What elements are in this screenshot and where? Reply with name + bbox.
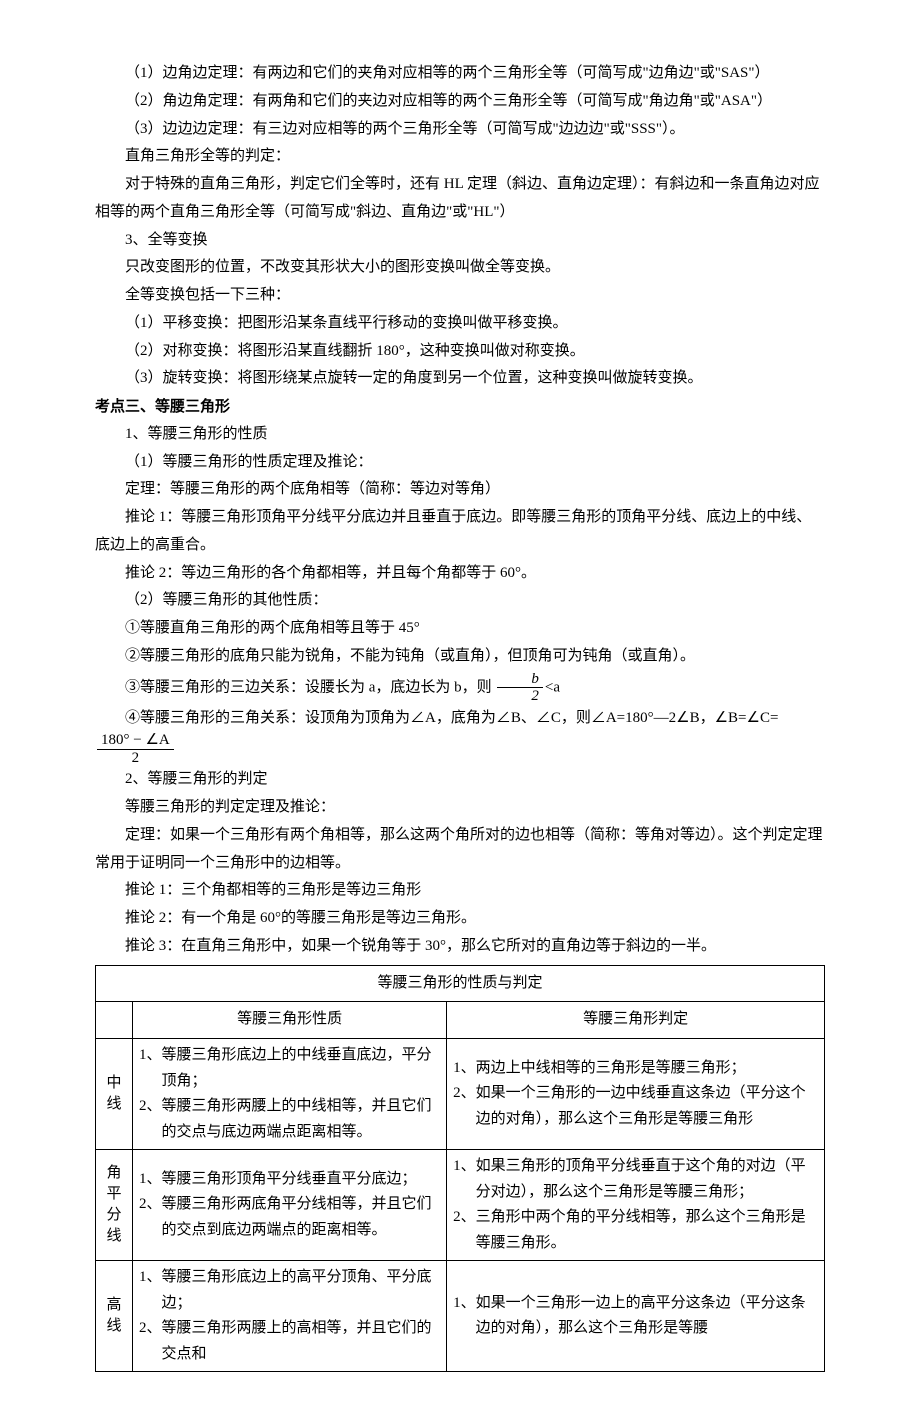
text-line: 推论 1：等腰三角形顶角平分线平分底边并且垂直于底边。即等腰三角形的顶角平分线、… bbox=[95, 504, 825, 560]
text-line: 2、等腰三角形的判定 bbox=[95, 766, 825, 794]
row-label-zhongxian: 中线 bbox=[96, 1039, 133, 1150]
text-line: ②等腰三角形的底角只能为锐角，不能为钝角（或直角），但顶角可为钝角（或直角）。 bbox=[95, 643, 825, 671]
cell-property: 1、等腰三角形顶角平分线垂直平分底边； 2、等腰三角形两底角平分线相等，并且它们… bbox=[133, 1150, 447, 1261]
text-line: （3）边边边定理：有三边对应相等的两个三角形全等（可简写成"边边边"或"SSS"… bbox=[95, 116, 825, 144]
cell-line: 1、等腰三角形底边上的中线垂直底边，平分顶角； bbox=[139, 1043, 440, 1094]
row-label-jiaopingfenxian: 角平分线 bbox=[96, 1150, 133, 1261]
text-line: （3）旋转变换：将图形绕某点旋转一定的角度到另一个位置，这种变换叫做旋转变换。 bbox=[95, 365, 825, 393]
text-line: （2）等腰三角形的其他性质： bbox=[95, 587, 825, 615]
table-row: 中线 1、等腰三角形底边上的中线垂直底边，平分顶角； 2、等腰三角形两腰上的中线… bbox=[96, 1039, 825, 1150]
cell-line: 1、等腰三角形底边上的高平分顶角、平分底边； bbox=[139, 1265, 440, 1316]
table-header-property: 等腰三角形性质 bbox=[133, 1002, 447, 1039]
text-line: 推论 3：在直角三角形中，如果一个锐角等于 30°，那么它所对的直角边等于斜边的… bbox=[95, 933, 825, 961]
text-line: 对于特殊的直角三角形，判定它们全等时，还有 HL 定理（斜边、直角边定理）：有斜… bbox=[95, 171, 825, 227]
table-header-blank bbox=[96, 1002, 133, 1039]
text-line: 推论 1：三个角都相等的三角形是等边三角形 bbox=[95, 877, 825, 905]
table-row: 角平分线 1、等腰三角形顶角平分线垂直平分底边； 2、等腰三角形两底角平分线相等… bbox=[96, 1150, 825, 1261]
table-row: 高线 1、等腰三角形底边上的高平分顶角、平分底边； 2、等腰三角形两腰上的高相等… bbox=[96, 1261, 825, 1372]
text-line: ①等腰直角三角形的两个底角相等且等于 45° bbox=[95, 615, 825, 643]
fraction-denominator: 2 bbox=[497, 688, 543, 705]
cell-judgement: 1、如果一个三角形一边上的高平分这条边（平分这条边的对角），那么这个三角形是等腰 bbox=[447, 1261, 825, 1372]
cell-line: 2、等腰三角形两腰上的高相等，并且它们的交点和 bbox=[139, 1316, 440, 1367]
fraction-denominator: 2 bbox=[97, 750, 174, 767]
text-line: （2）对称变换：将图形沿某直线翻折 180°，这种变换叫做对称变换。 bbox=[95, 338, 825, 366]
text-line: 180° − ∠A 2 bbox=[95, 732, 825, 766]
text-run: 对于特殊的直角三角形，判定它们全等时，还有 HL 定理（斜边、直角边定理）：有斜… bbox=[95, 176, 819, 220]
cell-line: 2、三角形中两个角的平分线相等，那么这个三角形是等腰三角形。 bbox=[453, 1205, 818, 1256]
fraction: b 2 bbox=[497, 671, 543, 705]
text-run: <a bbox=[545, 679, 560, 695]
text-line: 只改变图形的位置，不改变其形状大小的图形变换叫做全等变换。 bbox=[95, 254, 825, 282]
cell-line: 1、等腰三角形顶角平分线垂直平分底边； bbox=[139, 1167, 440, 1193]
text-run: ④等腰三角形的三角关系：设顶角为顶角为∠A，底角为∠B、∠C，则∠A=180°—… bbox=[125, 710, 778, 726]
text-line: 全等变换包括一下三种： bbox=[95, 282, 825, 310]
text-line: ④等腰三角形的三角关系：设顶角为顶角为∠A，底角为∠B、∠C，则∠A=180°—… bbox=[95, 705, 825, 733]
cell-line: 2、等腰三角形两底角平分线相等，并且它们的交点到底边两端点的距离相等。 bbox=[139, 1192, 440, 1243]
text-line: 推论 2：有一个角是 60°的等腰三角形是等边三角形。 bbox=[95, 905, 825, 933]
cell-line: 1、两边上中线相等的三角形是等腰三角形； bbox=[453, 1056, 818, 1082]
cell-judgement: 1、如果三角形的顶角平分线垂直于这个角的对边（平分对边），那么这个三角形是等腰三… bbox=[447, 1150, 825, 1261]
cell-line: 2、等腰三角形两腰上的中线相等，并且它们的交点与底边两端点距离相等。 bbox=[139, 1094, 440, 1145]
text-line: 3、全等变换 bbox=[95, 227, 825, 255]
table-title: 等腰三角形的性质与判定 bbox=[96, 965, 825, 1002]
text-line: 1、等腰三角形的性质 bbox=[95, 421, 825, 449]
cell-line: 1、如果一个三角形一边上的高平分这条边（平分这条边的对角），那么这个三角形是等腰 bbox=[453, 1291, 818, 1342]
fraction: 180° − ∠A 2 bbox=[97, 732, 174, 766]
text-line: 等腰三角形的判定定理及推论： bbox=[95, 794, 825, 822]
text-line: 推论 2：等边三角形的各个角都相等，并且每个角都等于 60°。 bbox=[95, 560, 825, 588]
text-run: 定理：如果一个三角形有两个角相等，那么这两个角所对的边也相等（简称：等角对等边）… bbox=[95, 827, 823, 871]
text-line: 定理：等腰三角形的两个底角相等（简称：等边对等角） bbox=[95, 476, 825, 504]
property-judgement-table: 等腰三角形的性质与判定 等腰三角形性质 等腰三角形判定 中线 1、等腰三角形底边… bbox=[95, 965, 825, 1373]
text-run: 推论 1：等腰三角形顶角平分线平分底边并且垂直于底边。即等腰三角形的顶角平分线、… bbox=[95, 509, 811, 553]
text-line: （1）平移变换：把图形沿某条直线平行移动的变换叫做平移变换。 bbox=[95, 310, 825, 338]
text-run: ③等腰三角形的三边关系：设腰长为 a，底边长为 b，则 bbox=[125, 679, 492, 695]
text-line: 定理：如果一个三角形有两个角相等，那么这两个角所对的边也相等（简称：等角对等边）… bbox=[95, 822, 825, 878]
text-line: （1）等腰三角形的性质定理及推论： bbox=[95, 449, 825, 477]
text-line: 直角三角形全等的判定： bbox=[95, 143, 825, 171]
text-line: ③等腰三角形的三边关系：设腰长为 a，底边长为 b，则 b 2 <a bbox=[95, 671, 825, 705]
cell-property: 1、等腰三角形底边上的中线垂直底边，平分顶角； 2、等腰三角形两腰上的中线相等，… bbox=[133, 1039, 447, 1150]
section-heading: 考点三、等腰三角形 bbox=[95, 393, 825, 421]
fraction-numerator: 180° − ∠A bbox=[97, 732, 174, 750]
table-header-judgement: 等腰三角形判定 bbox=[447, 1002, 825, 1039]
text-line: （1）边角边定理：有两边和它们的夹角对应相等的两个三角形全等（可简写成"边角边"… bbox=[95, 60, 825, 88]
cell-line: 2、如果一个三角形的一边中线垂直这条边（平分这个边的对角），那么这个三角形是等腰… bbox=[453, 1081, 818, 1132]
text-line: （2）角边角定理：有两角和它们的夹边对应相等的两个三角形全等（可简写成"角边角"… bbox=[95, 88, 825, 116]
row-label-gaoxian: 高线 bbox=[96, 1261, 133, 1372]
cell-line: 1、如果三角形的顶角平分线垂直于这个角的对边（平分对边），那么这个三角形是等腰三… bbox=[453, 1154, 818, 1205]
cell-judgement: 1、两边上中线相等的三角形是等腰三角形； 2、如果一个三角形的一边中线垂直这条边… bbox=[447, 1039, 825, 1150]
cell-property: 1、等腰三角形底边上的高平分顶角、平分底边； 2、等腰三角形两腰上的高相等，并且… bbox=[133, 1261, 447, 1372]
fraction-numerator: b bbox=[497, 671, 543, 689]
